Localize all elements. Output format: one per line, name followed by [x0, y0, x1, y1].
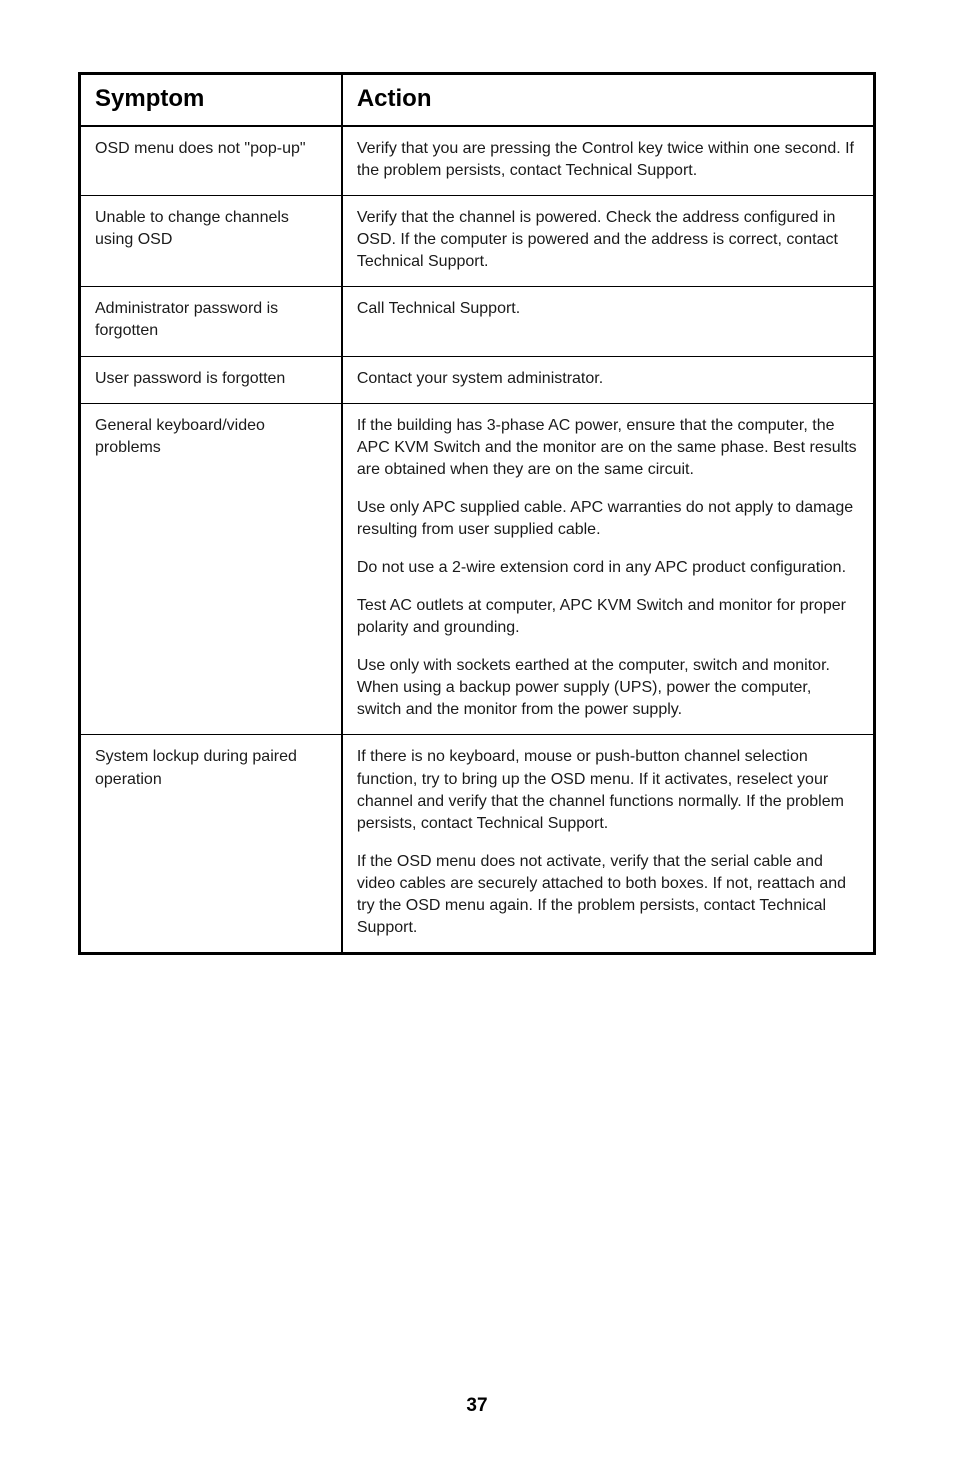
- action-text: Use only with sockets earthed at the com…: [357, 655, 859, 721]
- troubleshooting-table: Symptom Action OSD menu does not "pop-up…: [78, 72, 876, 955]
- action-cell: Verify that you are pressing the Control…: [342, 126, 875, 196]
- table-body: OSD menu does not "pop-up" Verify that yo…: [80, 126, 875, 954]
- table-row: General keyboard/video problems If the bu…: [80, 403, 875, 735]
- symptom-cell: System lockup during paired operation: [80, 735, 342, 954]
- action-cell: If the building has 3-phase AC power, en…: [342, 403, 875, 735]
- action-text: If the OSD menu does not activate, verif…: [357, 851, 859, 939]
- action-cell: Verify that the channel is powered. Chec…: [342, 196, 875, 287]
- symptom-text: General keyboard/video problems: [95, 415, 327, 459]
- action-text: Verify that the channel is powered. Chec…: [357, 207, 859, 273]
- column-header-symptom: Symptom: [80, 74, 342, 127]
- action-text: If there is no keyboard, mouse or push-b…: [357, 746, 859, 834]
- table-row: System lockup during paired operation If …: [80, 735, 875, 954]
- symptom-cell: Unable to change channels using OSD: [80, 196, 342, 287]
- action-text: Verify that you are pressing the Control…: [357, 138, 859, 182]
- symptom-text: Administrator password is forgotten: [95, 298, 327, 342]
- action-cell: Call Technical Support.: [342, 287, 875, 356]
- table-row: Administrator password is forgotten Call …: [80, 287, 875, 356]
- page-number: 37: [0, 1395, 954, 1417]
- table-row: OSD menu does not "pop-up" Verify that yo…: [80, 126, 875, 196]
- symptom-cell: User password is forgotten: [80, 356, 342, 403]
- symptom-cell: Administrator password is forgotten: [80, 287, 342, 356]
- symptom-cell: General keyboard/video problems: [80, 403, 342, 735]
- action-cell: Contact your system administrator.: [342, 356, 875, 403]
- symptom-cell: OSD menu does not "pop-up": [80, 126, 342, 196]
- symptom-text: System lockup during paired operation: [95, 746, 327, 790]
- action-text: Test AC outlets at computer, APC KVM Swi…: [357, 595, 859, 639]
- column-header-action: Action: [342, 74, 875, 127]
- symptom-text: User password is forgotten: [95, 368, 327, 390]
- action-text: If the building has 3-phase AC power, en…: [357, 415, 859, 481]
- action-text: Use only APC supplied cable. APC warrant…: [357, 497, 859, 541]
- symptom-text: Unable to change channels using OSD: [95, 207, 327, 251]
- symptom-text: OSD menu does not "pop-up": [95, 138, 327, 160]
- action-text: Do not use a 2-wire extension cord in an…: [357, 557, 859, 579]
- table-row: User password is forgotten Contact your s…: [80, 356, 875, 403]
- action-text: Call Technical Support.: [357, 298, 859, 320]
- action-cell: If there is no keyboard, mouse or push-b…: [342, 735, 875, 954]
- action-text: Contact your system administrator.: [357, 368, 859, 390]
- table-row: Unable to change channels using OSD Verif…: [80, 196, 875, 287]
